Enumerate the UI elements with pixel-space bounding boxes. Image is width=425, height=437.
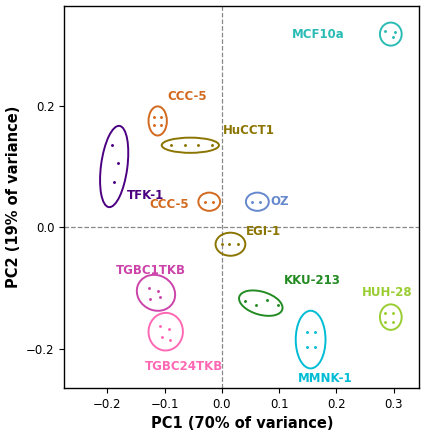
Text: MMNK-1: MMNK-1 <box>298 372 352 385</box>
Text: TGBC1TKB: TGBC1TKB <box>116 264 186 277</box>
Text: KKU-213: KKU-213 <box>284 274 340 287</box>
Text: MCF10a: MCF10a <box>292 28 345 41</box>
Y-axis label: PC2 (19% of variance): PC2 (19% of variance) <box>6 106 20 288</box>
Text: EGI-1: EGI-1 <box>246 225 281 238</box>
Text: TGBC24TKB: TGBC24TKB <box>144 360 223 373</box>
Text: CCC-5: CCC-5 <box>167 90 207 103</box>
Text: CCC-5: CCC-5 <box>149 198 189 211</box>
Text: TFK-1: TFK-1 <box>128 189 164 202</box>
Text: HUH-28: HUH-28 <box>362 286 413 299</box>
Text: HuCCT1: HuCCT1 <box>223 125 275 137</box>
X-axis label: PC1 (70% of variance): PC1 (70% of variance) <box>150 416 333 431</box>
Text: OZ: OZ <box>271 195 289 208</box>
